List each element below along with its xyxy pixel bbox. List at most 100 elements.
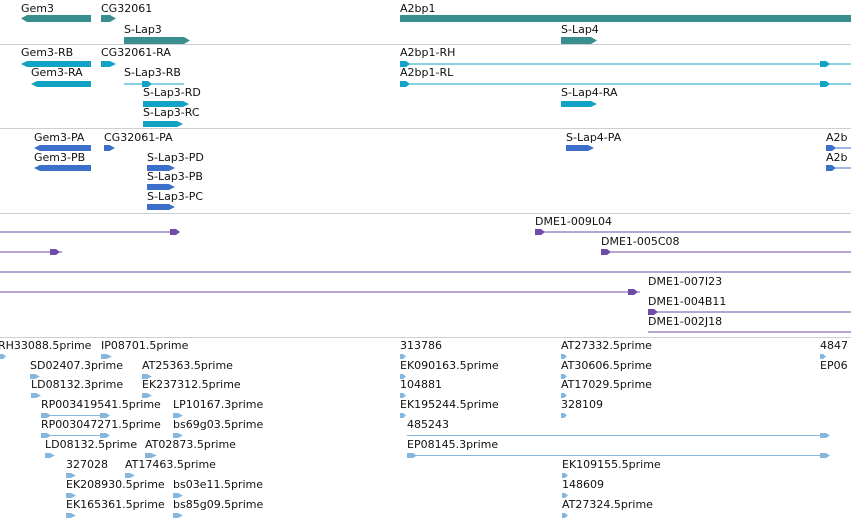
clone-label-dme1-002j18[interactable]: DME1-002J18 bbox=[648, 315, 723, 328]
est-label-ek208930[interactable]: EK208930.5prime bbox=[66, 478, 165, 491]
clone-label-dme1-007i23[interactable]: DME1-007I23 bbox=[648, 275, 723, 288]
protein-feature-slap4-pa[interactable] bbox=[566, 145, 594, 151]
clone-feature[interactable] bbox=[0, 249, 62, 255]
est-label-ip08701[interactable]: IP08701.5prime bbox=[101, 339, 189, 352]
est-feature[interactable] bbox=[142, 374, 152, 379]
est-label-sd02407[interactable]: SD02407.3prime bbox=[30, 359, 123, 372]
transcript-label-cg32061-ra[interactable]: CG32061-RA bbox=[101, 46, 171, 59]
transcript-label-gem3-rb[interactable]: Gem3-RB bbox=[21, 46, 74, 59]
gene-feature-a2bp1[interactable] bbox=[400, 15, 851, 22]
transcript-feature-slap3-rb[interactable] bbox=[124, 81, 184, 87]
est-label-at17463[interactable]: AT17463.5prime bbox=[125, 458, 216, 471]
est-label-485243[interactable]: 485243 bbox=[407, 418, 449, 431]
transcript-label-gem3-ra[interactable]: Gem3-RA bbox=[31, 66, 83, 79]
est-feature[interactable] bbox=[125, 473, 135, 478]
est-label-bs85g09[interactable]: bs85g09.5prime bbox=[173, 498, 264, 511]
protein-feature-cg32061-pa[interactable] bbox=[104, 145, 115, 151]
est-label-at17029[interactable]: AT17029.5prime bbox=[561, 378, 652, 391]
clone-feature-dme1-004b11[interactable] bbox=[648, 309, 851, 315]
transcript-label-slap4-ra[interactable]: S-Lap4-RA bbox=[561, 86, 618, 99]
est-feature[interactable] bbox=[173, 493, 183, 498]
gene-label-a2bp1[interactable]: A2bp1 bbox=[400, 2, 436, 15]
est-label-rh33088[interactable]: RH33088.5prime bbox=[0, 339, 92, 352]
clone-label-dme1-009l04[interactable]: DME1-009L04 bbox=[535, 215, 612, 228]
est-label-ld08132-5prime[interactable]: LD08132.5prime bbox=[45, 438, 138, 451]
est-label-bs69g03[interactable]: bs69g03.5prime bbox=[173, 418, 264, 431]
protein-feature-gem3-pb[interactable] bbox=[34, 165, 91, 171]
protein-feature-a2b[interactable] bbox=[826, 145, 851, 151]
est-label-at27332[interactable]: AT27332.5prime bbox=[561, 339, 652, 352]
est-label-ep06[interactable]: EP06 bbox=[820, 359, 848, 372]
est-label-313786[interactable]: 313786 bbox=[400, 339, 442, 352]
est-label-327028[interactable]: 327028 bbox=[66, 458, 108, 471]
transcript-feature-a2bp1-rh[interactable] bbox=[400, 61, 851, 67]
est-feature[interactable] bbox=[407, 453, 830, 458]
est-feature[interactable] bbox=[142, 393, 152, 398]
est-label-at27324[interactable]: AT27324.5prime bbox=[562, 498, 653, 511]
clone-feature-dme1-005c08[interactable] bbox=[601, 249, 851, 255]
est-feature[interactable] bbox=[400, 374, 406, 379]
protein-label-a2b[interactable]: A2b bbox=[826, 151, 848, 164]
est-label-ep08145[interactable]: EP08145.3prime bbox=[407, 438, 499, 451]
transcript-feature-slap3-rd[interactable] bbox=[143, 101, 189, 107]
gene-label-cg32061[interactable]: CG32061 bbox=[101, 2, 153, 15]
est-feature[interactable] bbox=[66, 513, 76, 518]
est-label-ek165361[interactable]: EK165361.5prime bbox=[66, 498, 165, 511]
transcript-label-a2bp1-rh[interactable]: A2bp1-RH bbox=[400, 46, 456, 59]
est-feature[interactable] bbox=[173, 513, 183, 518]
clone-feature-dme1-009l04[interactable] bbox=[535, 229, 851, 235]
est-label-rp003047271[interactable]: RP003047271.5prime bbox=[41, 418, 161, 431]
est-feature[interactable] bbox=[66, 473, 76, 478]
est-feature[interactable] bbox=[561, 354, 567, 359]
gene-feature-gem3[interactable] bbox=[21, 15, 91, 22]
transcript-feature-slap3-rc[interactable] bbox=[143, 121, 183, 127]
protein-feature-slap3-pc[interactable] bbox=[147, 204, 175, 210]
est-feature[interactable] bbox=[173, 413, 183, 418]
transcript-feature-gem3-ra[interactable] bbox=[31, 81, 91, 87]
protein-label-slap3-pd[interactable]: S-Lap3-PD bbox=[147, 151, 204, 164]
protein-label-slap3-pc[interactable]: S-Lap3-PC bbox=[147, 190, 204, 203]
est-feature[interactable] bbox=[561, 374, 567, 379]
est-feature[interactable] bbox=[41, 433, 110, 438]
transcript-label-slap3-rd[interactable]: S-Lap3-RD bbox=[143, 86, 201, 99]
est-feature[interactable] bbox=[173, 433, 183, 438]
est-feature[interactable] bbox=[145, 453, 157, 458]
est-feature[interactable] bbox=[45, 453, 55, 458]
est-feature[interactable] bbox=[0, 354, 6, 359]
protein-label-gem3-pa[interactable]: Gem3-PA bbox=[34, 131, 85, 144]
est-label-ld08132-3prime[interactable]: LD08132.3prime bbox=[31, 378, 124, 391]
est-feature[interactable] bbox=[101, 354, 112, 359]
clone-label-dme1-004b11[interactable]: DME1-004B11 bbox=[648, 295, 727, 308]
clone-feature-dme1-002j18[interactable] bbox=[648, 329, 851, 335]
est-label-4847[interactable]: 4847 bbox=[820, 339, 848, 352]
gene-feature-cg32061[interactable] bbox=[101, 15, 116, 22]
est-label-lp10167[interactable]: LP10167.3prime bbox=[173, 398, 264, 411]
transcript-label-a2bp1-rl[interactable]: A2bp1-RL bbox=[400, 66, 454, 79]
est-label-148609[interactable]: 148609 bbox=[562, 478, 604, 491]
gene-label-slap3[interactable]: S-Lap3 bbox=[124, 23, 162, 36]
gene-feature-slap4[interactable] bbox=[561, 37, 597, 44]
est-label-104881[interactable]: 104881 bbox=[400, 378, 442, 391]
est-feature[interactable] bbox=[30, 374, 40, 379]
est-feature[interactable] bbox=[31, 393, 41, 398]
clone-feature-dme1-007i23[interactable] bbox=[0, 289, 640, 295]
clone-feature[interactable] bbox=[0, 229, 180, 235]
protein-label-gem3-pb[interactable]: Gem3-PB bbox=[34, 151, 86, 164]
est-feature[interactable] bbox=[407, 433, 830, 438]
protein-feature-slap3-pb[interactable] bbox=[147, 184, 175, 190]
est-feature[interactable] bbox=[400, 393, 406, 398]
transcript-feature-slap4-ra[interactable] bbox=[561, 101, 597, 107]
est-feature[interactable] bbox=[400, 413, 406, 418]
est-label-at25363[interactable]: AT25363.5prime bbox=[142, 359, 233, 372]
clone-feature[interactable] bbox=[0, 269, 851, 275]
gene-label-slap4[interactable]: S-Lap4 bbox=[561, 23, 599, 36]
transcript-label-slap3-rc[interactable]: S-Lap3-RC bbox=[143, 106, 200, 119]
est-feature[interactable] bbox=[820, 354, 826, 359]
est-feature[interactable] bbox=[561, 393, 567, 398]
protein-feature-slap3-pd[interactable] bbox=[147, 165, 175, 171]
est-feature[interactable] bbox=[41, 413, 110, 418]
clone-label-dme1-005c08[interactable]: DME1-005C08 bbox=[601, 235, 680, 248]
est-label-rp003419541[interactable]: RP003419541.5prime bbox=[41, 398, 161, 411]
protein-feature-gem3-pa[interactable] bbox=[34, 145, 91, 151]
est-label-ek090163[interactable]: EK090163.5prime bbox=[400, 359, 499, 372]
